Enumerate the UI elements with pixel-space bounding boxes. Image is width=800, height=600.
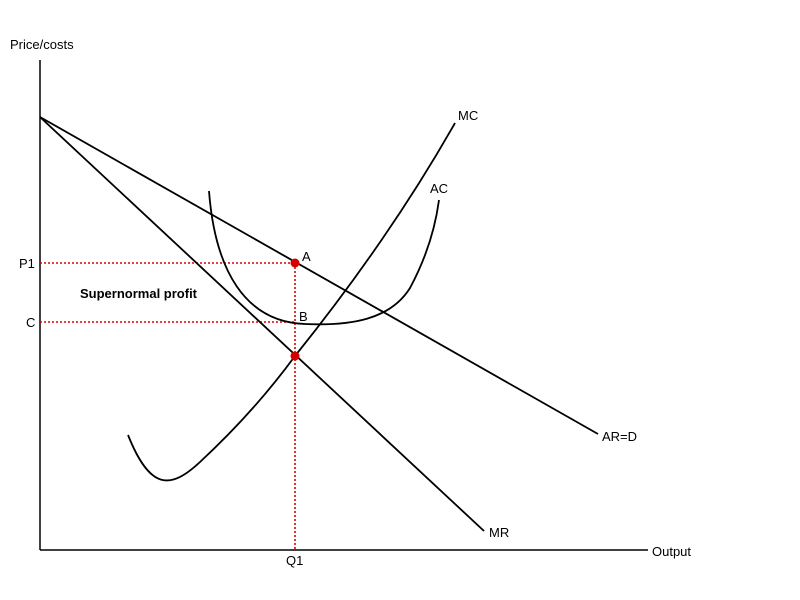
ac-curve xyxy=(208,190,440,326)
y-axis-label: Price/costs xyxy=(10,37,74,52)
mc-mr-intersection-marker xyxy=(290,351,300,361)
point-b-label: B xyxy=(299,309,308,324)
mr-line xyxy=(39,116,485,532)
c-label: C xyxy=(26,315,35,330)
p1-label: P1 xyxy=(19,256,35,271)
mc-curve xyxy=(127,122,456,482)
q1-label: Q1 xyxy=(286,553,303,568)
supernormal-profit-label: Supernormal profit xyxy=(80,286,198,301)
x-axis-label: Output xyxy=(652,544,691,559)
ac-label: AC xyxy=(430,181,448,196)
ar-label: AR=D xyxy=(602,429,637,444)
point-a-marker xyxy=(290,258,300,268)
ar-demand-line xyxy=(39,116,599,435)
mr-label: MR xyxy=(489,525,509,540)
point-a-label: A xyxy=(302,249,311,264)
mc-label: MC xyxy=(458,108,478,123)
